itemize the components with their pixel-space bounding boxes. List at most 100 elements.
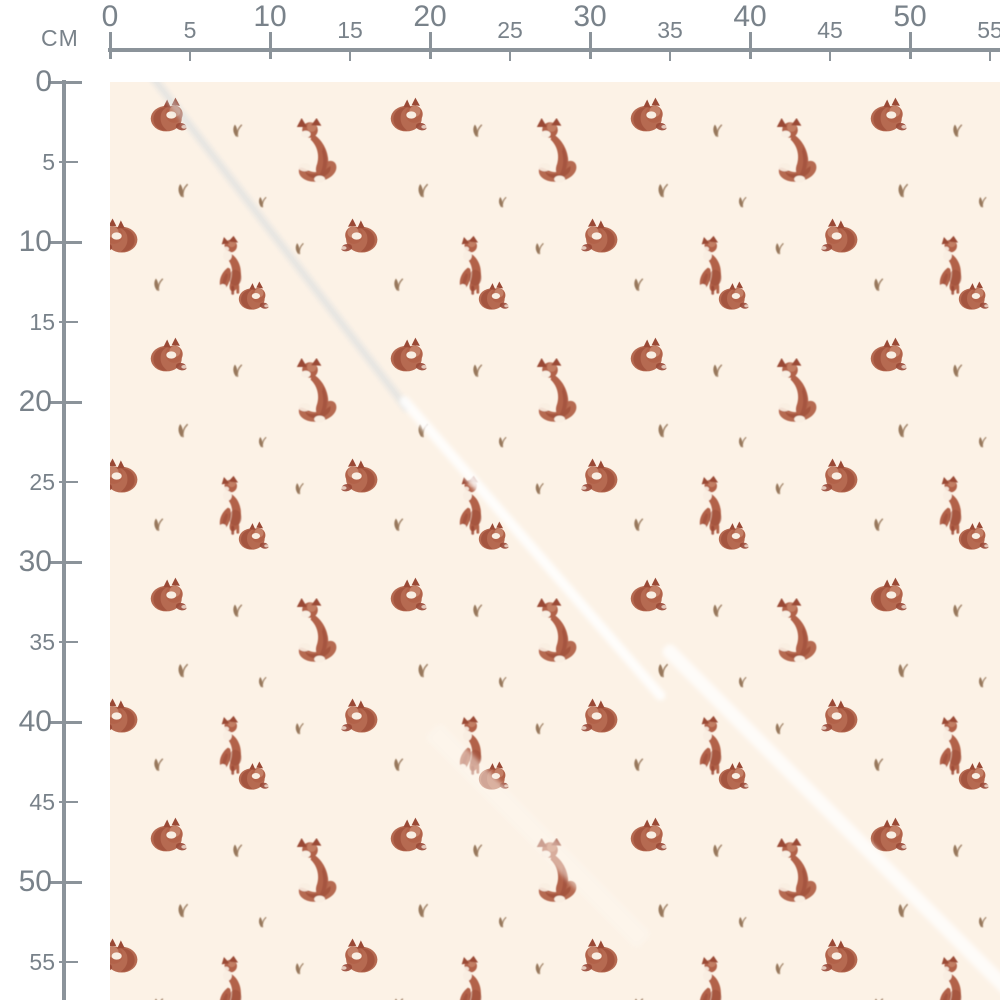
ruler-tick-label: 30 — [18, 545, 52, 578]
sleeping-fox — [151, 818, 187, 852]
sprig — [953, 125, 961, 137]
ruler-tick-minor — [59, 480, 78, 484]
sprig — [296, 963, 303, 974]
sprig — [953, 845, 961, 857]
ruler-tick-label: 45 — [29, 789, 55, 815]
sprig — [259, 197, 266, 207]
ruler-tick-major — [48, 880, 82, 884]
standing-fox — [459, 236, 481, 295]
sitting-fox — [537, 598, 577, 663]
sleeping-fox-left — [581, 699, 617, 733]
ruler-tick-major — [908, 32, 912, 59]
sleeping-fox — [631, 578, 667, 612]
sleeping-fox — [631, 98, 667, 132]
sprig — [979, 437, 986, 447]
ruler-tick-minor — [828, 48, 832, 61]
sitting-fox — [297, 118, 337, 183]
ruler-tick-label: 5 — [183, 17, 197, 43]
ruler-tick-label: 10 — [253, 0, 287, 33]
ruler-tick-minor — [188, 48, 192, 61]
sleeping-fox — [871, 818, 907, 852]
sprig — [473, 605, 481, 617]
sprig — [473, 365, 481, 377]
ruler-tick-major — [48, 400, 82, 404]
sprig — [473, 845, 481, 857]
ruler-tick-label: 55 — [977, 17, 1000, 43]
sitting-fox — [777, 598, 817, 663]
sleeping-fox-small — [959, 522, 989, 550]
sprig — [418, 904, 427, 917]
sprig — [394, 519, 402, 531]
sprig — [536, 723, 543, 734]
sprig — [634, 519, 642, 531]
sprig — [658, 424, 667, 437]
sprig — [178, 184, 187, 197]
sprig — [776, 723, 783, 734]
sleeping-fox-small — [239, 282, 269, 310]
sprig — [154, 759, 162, 771]
standing-fox — [699, 956, 721, 1000]
sprig — [898, 664, 907, 677]
sprig — [898, 904, 907, 917]
sprig — [178, 664, 187, 677]
sleeping-fox-small — [719, 522, 749, 550]
sprig — [154, 519, 162, 531]
sprig — [178, 424, 187, 437]
sprig — [658, 664, 667, 677]
ruler-tick-label: 50 — [893, 0, 927, 33]
ruler-tick-label: 50 — [18, 865, 52, 898]
sleeping-fox-left — [110, 939, 137, 973]
standing-fox — [219, 476, 241, 535]
sitting-fox — [777, 838, 817, 903]
sprig — [296, 483, 303, 494]
ruler-tick-minor — [348, 48, 352, 61]
sitting-fox — [537, 118, 577, 183]
sprig — [739, 917, 746, 927]
sleeping-fox-left — [581, 939, 617, 973]
sleeping-fox-left — [341, 939, 377, 973]
sleeping-fox-left — [821, 939, 857, 973]
ruler-tick-label: 0 — [35, 65, 52, 98]
sprig — [536, 483, 543, 494]
ruler-tick-label: 25 — [497, 17, 523, 43]
sitting-fox — [297, 598, 337, 663]
sitting-fox — [777, 358, 817, 423]
sprig — [979, 197, 986, 207]
ruler-tick-label: 20 — [18, 385, 52, 418]
sleeping-fox-left — [110, 459, 137, 493]
sleeping-fox-small — [479, 282, 509, 310]
horizontal-ruler-line — [108, 48, 1000, 52]
sprig — [536, 243, 543, 254]
ruler-tick-major — [48, 560, 82, 564]
ruler-tick-major — [108, 32, 112, 59]
standing-fox — [219, 236, 241, 295]
sprig — [259, 437, 266, 447]
standing-fox — [939, 236, 961, 295]
sleeping-fox-left — [581, 459, 617, 493]
standing-fox — [699, 236, 721, 295]
ruler-tick-label: 10 — [18, 225, 52, 258]
ruler-tick-minor — [59, 640, 78, 644]
sprig — [418, 184, 427, 197]
ruler-tick-major — [748, 32, 752, 59]
ruler-unit-label: CM — [41, 25, 79, 51]
sprig — [713, 365, 721, 377]
ruler-tick-minor — [59, 960, 78, 964]
standing-fox — [939, 716, 961, 775]
ruler-tick-label: 5 — [42, 149, 55, 175]
ruler-tick-major — [268, 32, 272, 59]
sprig — [296, 723, 303, 734]
standing-fox — [939, 476, 961, 535]
sprig — [713, 125, 721, 137]
sleeping-fox-small — [239, 762, 269, 790]
sleeping-fox-small — [479, 522, 509, 550]
sleeping-fox — [391, 578, 427, 612]
standing-fox — [459, 956, 481, 1000]
sleeping-fox-left — [821, 699, 857, 733]
sleeping-fox-small — [959, 762, 989, 790]
standing-fox — [219, 716, 241, 775]
sprig — [953, 365, 961, 377]
sprig — [739, 677, 746, 687]
sprig — [233, 845, 241, 857]
sleeping-fox — [871, 578, 907, 612]
